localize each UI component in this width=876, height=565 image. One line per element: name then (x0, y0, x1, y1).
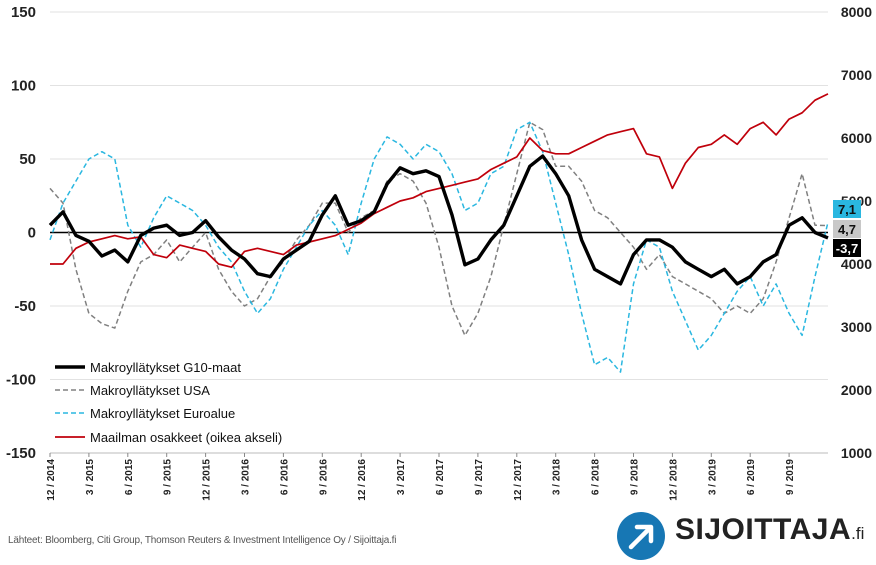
x-tick-label: 9 / 2017 (474, 459, 485, 496)
right-tick-label: 8000 (841, 4, 872, 20)
x-tick-label: 3 / 2015 (85, 459, 96, 496)
end-value-badge: -3,7 (833, 239, 861, 257)
end-value-badge-box (833, 200, 861, 218)
source-note: Lähteet: Bloomberg, Citi Group, Thomson … (8, 535, 397, 546)
x-tick-label: 6 / 2015 (124, 459, 135, 496)
series-layer (48, 93, 829, 373)
left-tick-label: 100 (11, 78, 36, 95)
right-tick-label: 4000 (841, 256, 872, 272)
right-tick-label: 6000 (841, 130, 872, 146)
right-tick-label: 3000 (841, 319, 872, 335)
left-tick-label: -100 (6, 372, 36, 389)
series-line-1 (49, 121, 829, 337)
left-tick-label: 50 (19, 151, 36, 168)
legend: Makroyllätykset G10-maat Makroyllätykset … (55, 360, 282, 445)
end-value-badge-box (833, 220, 861, 238)
end-value-badge-box (833, 239, 861, 257)
left-tick-label: 0 (28, 225, 36, 242)
brand-logo-icon (617, 512, 665, 560)
x-tick-label: 12 / 2014 (46, 459, 57, 501)
x-tick-label: 3 / 2017 (396, 459, 407, 496)
x-tick-label: 6 / 2016 (279, 459, 290, 496)
x-tick-label: 6 / 2018 (591, 459, 602, 496)
legend-label: Makroyllätykset G10-maat (90, 360, 241, 375)
x-tick-label: 12 / 2015 (202, 459, 213, 501)
end-value-badge: 4,7 (833, 220, 861, 238)
x-tick-label: 12 / 2016 (357, 459, 368, 501)
end-value-label: 7,1 (838, 202, 856, 217)
right-tick-label: 7000 (841, 67, 872, 83)
legend-item: Makroyllätykset USA (55, 383, 210, 398)
legend-label: Maailman osakkeet (oikea akseli) (90, 430, 282, 445)
x-tick-label: 3 / 2016 (241, 459, 252, 496)
end-labels: 7,1 4,7 -3,7 (833, 200, 861, 257)
x-tick-label: 9 / 2016 (318, 459, 329, 496)
end-value-badge: 7,1 (833, 200, 861, 218)
x-tick-label: 3 / 2018 (552, 459, 563, 496)
x-tick-label: 3 / 2019 (707, 459, 718, 496)
x-tick-label: 9 / 2018 (630, 459, 641, 496)
x-tick-label: 9 / 2019 (785, 459, 796, 496)
x-tick-label: 12 / 2018 (668, 459, 679, 501)
x-axis: 12 / 2014 3 / 2015 6 / 2015 9 / 2015 12 / 20… (46, 452, 828, 501)
end-value-label: -3,7 (836, 241, 858, 256)
right-tick-label: 2000 (841, 382, 872, 398)
brand-name: SIJOITTAJA.fi (675, 513, 864, 547)
left-tick-label: -50 (14, 298, 36, 315)
legend-label: Makroyllätykset Euroalue (90, 406, 235, 421)
right-tick-label: 1000 (841, 445, 872, 461)
x-tick-label: 6 / 2017 (435, 459, 446, 496)
legend-item: Makroyllätykset Euroalue (55, 406, 235, 421)
legend-label: Makroyllätykset USA (90, 383, 210, 398)
brand-name-text: SIJOITTAJA (675, 513, 852, 546)
brand-suffix: .fi (851, 524, 865, 543)
series-line-0 (48, 154, 829, 286)
x-tick-label: 6 / 2019 (746, 459, 757, 496)
legend-item: Maailman osakkeet (oikea akseli) (55, 430, 282, 445)
series-line-3 (50, 93, 829, 269)
end-value-label: 4,7 (838, 222, 856, 237)
legend-item: Makroyllätykset G10-maat (55, 360, 241, 375)
left-axis: 150 100 50 0 -50 -100 -150 (6, 4, 36, 462)
x-tick-label: 12 / 2017 (513, 459, 524, 501)
x-tick-label: 9 / 2015 (163, 459, 174, 496)
left-tick-label: -150 (6, 445, 36, 462)
left-tick-label: 150 (11, 4, 36, 21)
